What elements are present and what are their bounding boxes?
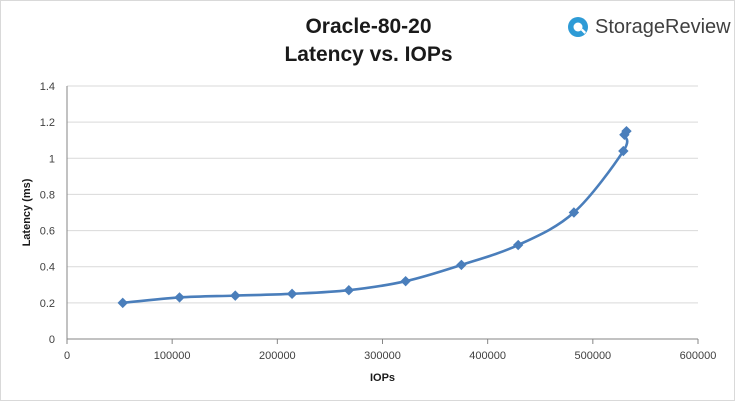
x-tick-label: 400000 (469, 350, 506, 362)
y-tick-label: 0.6 (40, 226, 55, 238)
data-point-marker (621, 125, 632, 137)
data-point-marker (343, 285, 355, 296)
y-tick-label: 1.4 (40, 81, 55, 93)
y-tick-labels: 0 0.2 0.4 0.6 0.8 1 1.2 1.4 (40, 81, 55, 346)
x-tick-label: 0 (64, 350, 70, 362)
y-axis-title: Latency (ms) (21, 178, 33, 246)
y-tick-label: 0.4 (40, 262, 55, 274)
series-markers (117, 125, 632, 309)
chart-title: Oracle-80-20 (305, 15, 432, 38)
gridlines (67, 85, 698, 304)
chart-subtitle: Latency vs. IOPs (284, 43, 453, 66)
x-tick-labels: 0 100000 200000 300000 400000 500000 600000 (64, 350, 716, 362)
axes (66, 86, 699, 344)
y-tick-label: 0 (49, 334, 55, 346)
brand-name: StorageReview (595, 15, 731, 38)
data-point-marker (400, 275, 411, 287)
data-point-marker (512, 239, 524, 251)
x-tick-label: 500000 (574, 350, 611, 362)
data-point-marker (286, 288, 298, 300)
y-tick-label: 0.2 (40, 298, 55, 310)
data-point-marker (174, 292, 185, 303)
brand-logo: StorageReview (567, 13, 731, 41)
storagereview-logo-icon (568, 17, 588, 37)
y-tick-label: 1.2 (40, 117, 55, 129)
data-point-marker (618, 145, 629, 157)
x-axis-title: IOPs (370, 372, 395, 384)
x-tick-label: 200000 (259, 350, 296, 362)
data-point-marker (230, 290, 241, 301)
data-point-marker (456, 259, 467, 271)
x-tick-label: 100000 (154, 350, 191, 362)
y-tick-label: 1 (49, 153, 55, 165)
data-point-marker (117, 297, 128, 309)
y-tick-label: 0.8 (40, 189, 55, 201)
series-line (122, 130, 629, 305)
data-point-marker (568, 207, 580, 218)
x-tick-label: 600000 (680, 350, 717, 362)
x-tick-label: 300000 (364, 350, 401, 362)
